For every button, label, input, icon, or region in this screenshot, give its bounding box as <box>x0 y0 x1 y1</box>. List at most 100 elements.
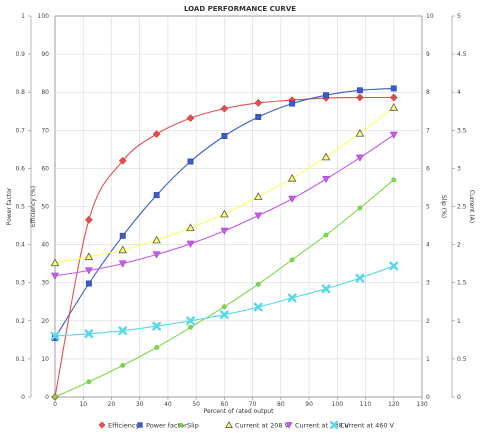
data-point-current-at-230-v <box>220 227 229 235</box>
data-point-efficiency <box>84 215 93 224</box>
slip-tick-label: 6 <box>426 165 430 172</box>
eff-tick-label: 30 <box>41 280 49 287</box>
data-point-current-at-230-v <box>118 260 127 268</box>
x-tick-label: 30 <box>136 401 144 408</box>
eff-tick-label: 20 <box>41 318 49 325</box>
slip-tick-label: 2 <box>426 318 430 325</box>
cur-tick-label: 1 <box>457 318 461 325</box>
data-point-current-at-230-v <box>152 251 161 259</box>
legend: Efficiency Power factor Slip Current at 208… <box>98 420 395 430</box>
pf-tick-label: 0 <box>21 394 25 401</box>
x-tick-label: 130 <box>416 401 428 408</box>
data-point-efficiency <box>118 156 127 165</box>
data-point-power-factor <box>119 232 126 239</box>
data-point-current-at-460-v <box>186 316 195 326</box>
slip-tick-label: 1 <box>426 356 430 363</box>
data-point-efficiency <box>355 93 364 102</box>
data-point-power-factor <box>255 114 262 120</box>
eff-tick-label: 80 <box>41 89 49 96</box>
pf-tick-label: 0.1 <box>15 356 25 363</box>
data-point-power-factor <box>221 133 228 139</box>
data-point-power-factor <box>85 280 92 287</box>
data-point-current-at-208-v <box>389 103 399 111</box>
eff-tick-label: 0 <box>45 394 49 401</box>
data-point-power-factor <box>187 158 194 165</box>
series-power-factor <box>52 85 397 341</box>
slip-axis-label: Slip (%) <box>440 195 447 218</box>
cur-tick-label: 1.5 <box>457 280 467 287</box>
x-tick-label: 80 <box>277 401 285 408</box>
data-point-power-factor <box>289 100 296 107</box>
cur-tick-label: 2.5 <box>457 204 467 211</box>
data-point-current-at-208-v <box>220 209 229 218</box>
cur-tick-label: 3.5 <box>457 127 467 134</box>
cur-tick-label: 0.5 <box>457 356 467 363</box>
cross-stroke <box>329 420 339 430</box>
slip-tick-label: 4 <box>426 242 430 249</box>
slip-tick-label: 0 <box>426 394 430 401</box>
legend-label-current-at-230-v: Current at 230 V <box>295 421 350 429</box>
eff-tick-label: 70 <box>41 127 49 134</box>
cross-stroke <box>84 329 94 339</box>
x-tick-label: 20 <box>108 401 116 408</box>
eff-tick-label: 50 <box>41 204 49 211</box>
data-point-current-at-460-v <box>84 329 94 339</box>
pf-tick-label: 0.5 <box>15 204 25 211</box>
x-tick-label: 0 <box>53 401 57 408</box>
data-point-efficiency <box>254 98 263 107</box>
legend-item-efficiency: Efficiency <box>98 421 139 429</box>
pf-tick-label: 0.7 <box>15 127 25 134</box>
eff-tick-label: 10 <box>41 356 49 363</box>
cross-stroke <box>253 302 263 312</box>
x-axis-label: Percent of rated output <box>204 408 275 415</box>
cross-stroke <box>219 310 229 320</box>
slip-tick-label: 9 <box>426 51 430 58</box>
legend-marker-efficiency <box>98 421 106 429</box>
data-point-slip <box>255 281 261 287</box>
cross-stroke <box>186 316 195 326</box>
legend-marker-current-at-230-v <box>285 422 293 429</box>
data-point-current-at-460-v <box>50 331 60 341</box>
slip-tick-label: 8 <box>426 89 430 96</box>
pf-tick-label: 0.3 <box>15 280 25 287</box>
legend-label-power-factor: Power factor <box>146 421 187 429</box>
data-point-current-at-230-v <box>186 240 195 248</box>
pf-axis-label: Power factor <box>6 187 13 225</box>
data-point-current-at-230-v <box>389 131 398 139</box>
data-point-slip <box>323 232 329 238</box>
data-point-slip <box>289 257 295 263</box>
data-point-current-at-460-v <box>118 326 128 336</box>
slip-tick-label: 10 <box>426 13 434 20</box>
legend-label-slip: Slip <box>187 421 199 429</box>
data-point-slip <box>357 205 363 211</box>
data-point-current-at-208-v <box>321 152 331 161</box>
data-point-current-at-208-v <box>355 128 365 137</box>
data-point-current-at-460-v <box>152 321 162 331</box>
data-point-slip <box>86 379 92 385</box>
pf-tick-label: 0.8 <box>15 89 25 96</box>
data-point-power-factor <box>390 85 397 92</box>
data-point-power-factor <box>323 92 329 99</box>
data-point-current-at-460-v <box>219 310 229 320</box>
data-point-efficiency <box>389 93 398 102</box>
cur-tick-label: 2 <box>457 242 461 249</box>
cross-stroke <box>355 273 365 283</box>
x-tick-label: 60 <box>221 401 229 408</box>
cur-tick-label: 4.5 <box>457 51 467 58</box>
cross-stroke <box>152 321 162 331</box>
cross-stroke <box>287 293 297 303</box>
slip-tick-label: 7 <box>426 127 430 134</box>
legend-label-current-at-208-v: Current at 208 V <box>235 421 290 429</box>
data-point-slip <box>221 304 227 310</box>
legend-item-slip: Slip <box>178 421 199 429</box>
cur-tick-label: 5 <box>457 13 461 20</box>
data-point-current-at-230-v <box>50 272 60 280</box>
series-line-efficiency <box>54 96 394 398</box>
data-point-current-at-208-v <box>253 192 263 200</box>
series-current-at-230-v <box>50 131 398 280</box>
data-point-current-at-460-v <box>287 293 297 303</box>
data-point-current-at-208-v <box>152 235 161 244</box>
x-tick-label: 120 <box>388 401 400 408</box>
